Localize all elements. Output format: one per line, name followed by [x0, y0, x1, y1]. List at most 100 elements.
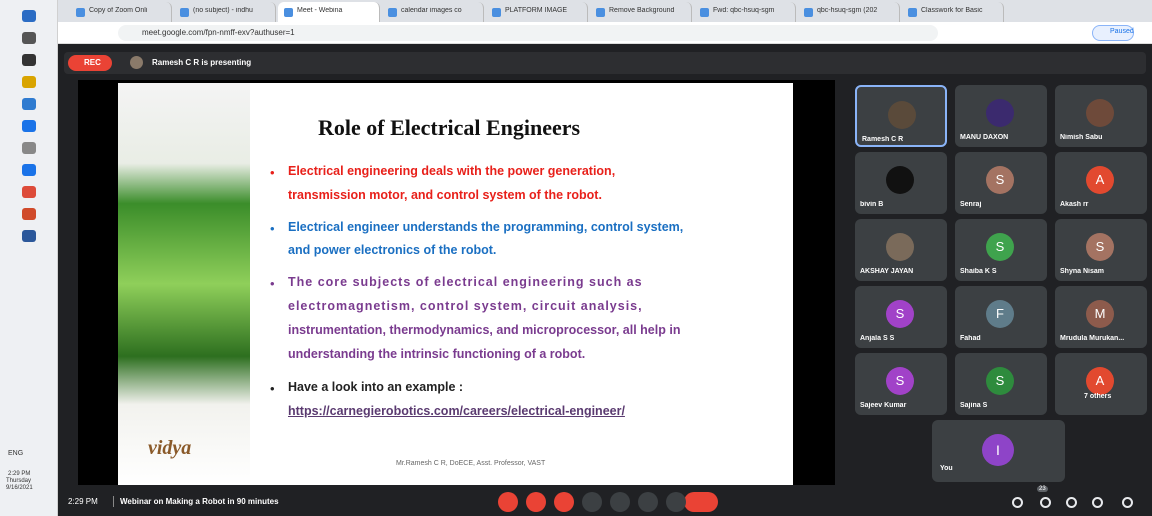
tab-favicon: [700, 8, 709, 17]
control-button[interactable]: [666, 492, 686, 512]
tab-favicon: [76, 8, 85, 17]
avatar: S: [986, 233, 1014, 261]
avatar: A: [1086, 166, 1114, 194]
browser-tab[interactable]: qbc-hsuq-sgm (202: [798, 2, 900, 22]
side-icon[interactable]: [1040, 497, 1051, 508]
control-button[interactable]: [582, 492, 602, 512]
participant-name: MANU DAXON: [960, 134, 1046, 141]
participant-name: 7 others: [1084, 393, 1152, 400]
avatar: S: [886, 367, 914, 395]
participant-name: Anjala S S: [860, 335, 946, 342]
bullet-dot: •: [270, 381, 275, 396]
bullet-line: electromagnetism, control system, circui…: [288, 299, 643, 313]
taskbar-icon[interactable]: [22, 54, 36, 66]
browser-tab[interactable]: Classwork for Basic: [902, 2, 1004, 22]
participant-name: Senraj: [960, 201, 1046, 208]
taskbar-icon[interactable]: [22, 142, 36, 154]
browser-tab[interactable]: Remove Background: [590, 2, 692, 22]
control-button[interactable]: [498, 492, 518, 512]
tab-favicon: [492, 8, 501, 17]
meeting-title: Webinar on Making a Robot in 90 minutes: [120, 497, 279, 506]
avatar: [986, 99, 1014, 127]
participant-tile[interactable]: S Senraj: [955, 152, 1047, 214]
participant-tile[interactable]: S Anjala S S: [855, 286, 947, 348]
screen: ENG2:29 PMThursday9/16/2021Copy of Zoom …: [0, 0, 1152, 516]
page: ENG2:29 PMThursday9/16/2021Copy of Zoom …: [0, 0, 1152, 516]
participant-tile[interactable]: bivin B: [855, 152, 947, 214]
browser-tab[interactable]: Copy of Zoom Onli: [70, 2, 172, 22]
tab-title: Fwd: qbc-hsuq-sgm: [713, 7, 783, 14]
bullet-dot: •: [270, 221, 275, 236]
participant-tile[interactable]: Nimish Sabu: [1055, 85, 1147, 147]
taskbar-day: Thursday: [6, 478, 31, 484]
bullet-dot: •: [270, 276, 275, 291]
taskbar-icon[interactable]: [22, 186, 36, 198]
avatar: S: [1086, 233, 1114, 261]
side-icon[interactable]: [1092, 497, 1103, 508]
people-count: 23: [1037, 486, 1048, 492]
tab-title: PLATFORM IMAGE: [505, 7, 575, 14]
browser-tab[interactable]: Fwd: qbc-hsuq-sgm: [694, 2, 796, 22]
meeting-time: 2:29 PM: [68, 497, 98, 506]
avatar: S: [986, 166, 1014, 194]
taskbar-icon[interactable]: [22, 76, 36, 88]
browser-tab[interactable]: PLATFORM IMAGE: [486, 2, 588, 22]
bullet-line: understanding the intrinsic functioning …: [288, 347, 585, 361]
avatar: M: [1086, 300, 1114, 328]
hangup-button[interactable]: [684, 492, 718, 512]
bullet-line: Electrical engineer understands the prog…: [288, 220, 683, 234]
bullet-dot: •: [270, 165, 275, 180]
self-name: You: [940, 465, 953, 472]
taskbar-icon[interactable]: [22, 208, 36, 220]
participant-tile[interactable]: S Shaiba K S: [955, 219, 1047, 281]
slide-graphic: [118, 83, 250, 485]
participant-name: Sajeev Kumar: [860, 402, 946, 409]
avatar: [1086, 99, 1114, 127]
avatar: S: [886, 300, 914, 328]
taskbar-date: 9/16/2021: [6, 485, 33, 491]
avatar: I: [982, 434, 1014, 466]
browser-tab[interactable]: (no subject) - indhu: [174, 2, 276, 22]
control-button[interactable]: [526, 492, 546, 512]
tab-title: Classwork for Basic: [921, 7, 991, 14]
participant-tile[interactable]: S Sajeev Kumar: [855, 353, 947, 415]
side-icon[interactable]: [1012, 497, 1023, 508]
participant-name: Shaiba K S: [960, 268, 1046, 275]
taskbar-icon[interactable]: [22, 98, 36, 110]
tab-title: (no subject) - indhu: [193, 7, 263, 14]
slide-link[interactable]: https://carnegierobotics.com/careers/ele…: [288, 404, 625, 418]
control-button[interactable]: [610, 492, 630, 512]
taskbar-icon[interactable]: [22, 10, 36, 22]
self-tile[interactable]: I You: [932, 420, 1065, 482]
tab-favicon: [908, 8, 917, 17]
bullet-line: Electrical engineering deals with the po…: [288, 164, 615, 178]
bullet-line: and power electronics of the robot.: [288, 243, 496, 257]
side-icon[interactable]: [1066, 497, 1077, 508]
taskbar-icon[interactable]: [22, 32, 36, 44]
participant-name: Mrudula Murukan...: [1060, 335, 1146, 342]
participant-tile[interactable]: Ramesh C R: [855, 85, 947, 147]
slide-logo: vidya: [148, 437, 191, 460]
browser-tab[interactable]: calendar images co: [382, 2, 484, 22]
control-button[interactable]: [638, 492, 658, 512]
participant-name: AKSHAY JAYAN: [860, 268, 946, 275]
taskbar-icon[interactable]: [22, 230, 36, 242]
bullet-line: instrumentation, thermodynamics, and mic…: [288, 323, 680, 337]
participant-tile[interactable]: MANU DAXON: [955, 85, 1047, 147]
participant-tile[interactable]: AKSHAY JAYAN: [855, 219, 947, 281]
browser-tab[interactable]: Meet - Webina: [278, 2, 380, 22]
taskbar-icon[interactable]: [22, 164, 36, 176]
avatar: [886, 166, 914, 194]
avatar: S: [986, 367, 1014, 395]
taskbar-icon[interactable]: [22, 120, 36, 132]
side-icon[interactable]: [1122, 497, 1133, 508]
participant-name: Nimish Sabu: [1060, 134, 1146, 141]
slide-footer: Mr.Ramesh C R, DoECE, Asst. Professor, V…: [396, 460, 545, 467]
participant-tile[interactable]: M Mrudula Murukan...: [1055, 286, 1147, 348]
control-button[interactable]: [554, 492, 574, 512]
